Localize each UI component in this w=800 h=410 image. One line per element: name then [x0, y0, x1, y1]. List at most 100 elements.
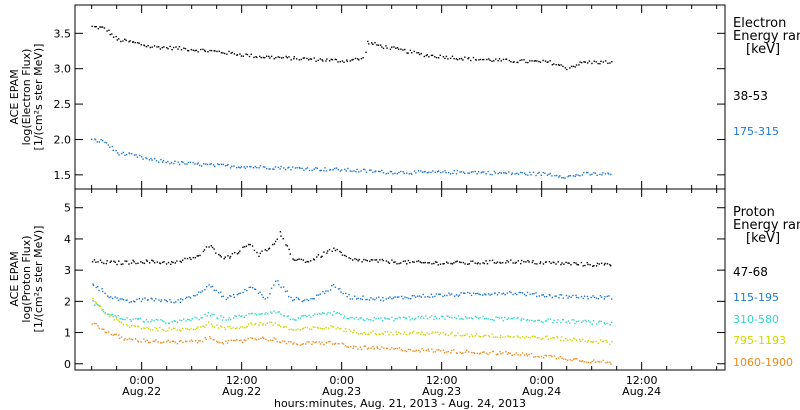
proton-data-point [114, 333, 116, 336]
electron-data-point [130, 153, 133, 155]
proton-data-point [125, 299, 127, 301]
proton-data-point [599, 294, 602, 297]
electron-data-point [561, 177, 563, 179]
proton-data-point [99, 305, 102, 307]
electron-data-point [259, 55, 261, 58]
electron-data-point [118, 38, 120, 40]
proton-data-point [385, 298, 387, 300]
electron-data-point [280, 57, 283, 59]
proton-data-point [475, 333, 478, 335]
proton-data-point [474, 315, 477, 318]
proton-data-point [575, 262, 577, 264]
electron-data-point [444, 57, 446, 60]
proton-data-point [485, 317, 488, 320]
proton-data-point [227, 326, 229, 328]
proton-data-point [459, 318, 461, 320]
proton-data-point [567, 297, 569, 299]
proton-data-point [446, 294, 448, 297]
proton-data-point [468, 335, 471, 338]
electron-data-point [118, 154, 120, 156]
proton-data-point [565, 294, 568, 297]
proton-data-point [319, 327, 322, 329]
proton-data-point [496, 261, 499, 263]
proton-data-point [544, 336, 547, 338]
electron-data-point [409, 49, 412, 52]
proton-series-310-580 [92, 300, 613, 326]
proton-data-point [517, 336, 519, 338]
electron-data-point [568, 175, 570, 177]
electron-data-point [511, 172, 514, 174]
proton-data-point [108, 331, 110, 333]
electron-data-point [390, 171, 393, 173]
electron-data-point [562, 177, 565, 179]
proton-data-point [422, 349, 425, 352]
proton-data-point [507, 352, 510, 354]
proton-data-point [585, 361, 588, 363]
proton-data-point [434, 295, 436, 298]
proton-data-point [467, 291, 469, 294]
proton-data-point [444, 352, 446, 354]
proton-data-point [485, 352, 488, 355]
proton-data-point [351, 259, 354, 261]
proton-data-point [374, 299, 376, 301]
proton-data-point [130, 338, 132, 340]
electron-data-point [187, 161, 190, 164]
electron-data-point [220, 52, 223, 54]
electron-data-point [389, 170, 392, 173]
x-tick-labels: 0:00Aug.2212:00Aug.220:00Aug.2312:00Aug.… [122, 374, 661, 398]
proton-data-point [242, 246, 244, 249]
electron-data-point [178, 163, 181, 166]
proton-data-point [472, 260, 474, 262]
proton-data-point [140, 327, 143, 330]
electron-data-point [595, 61, 597, 63]
proton-data-point [189, 340, 191, 343]
electron-data-point [420, 170, 422, 172]
electron-data-point [548, 173, 550, 175]
proton-data-point [339, 328, 341, 330]
proton-data-point [196, 342, 199, 344]
proton-data-point [273, 337, 275, 339]
proton-data-point [561, 262, 563, 264]
electron-data-point [529, 60, 531, 62]
proton-data-point [432, 351, 435, 353]
proton-data-point [435, 293, 438, 295]
proton-data-point [345, 255, 348, 258]
electron-data-point [351, 59, 353, 61]
proton-data-point [520, 291, 522, 294]
proton-data-point [510, 259, 512, 261]
proton-data-point [110, 314, 112, 316]
proton-data-point [367, 347, 370, 349]
proton-data-point [317, 327, 319, 329]
proton-data-point [560, 294, 563, 296]
proton-data-point [449, 316, 451, 319]
proton-data-point [583, 361, 586, 363]
electron-data-point [115, 149, 117, 152]
proton-data-point [300, 258, 303, 261]
electron-data-point [246, 53, 249, 56]
electron-data-point [365, 171, 368, 173]
proton-data-point [258, 324, 260, 326]
proton-data-point [260, 337, 262, 340]
proton-data-point [533, 335, 535, 337]
proton-data-point [108, 316, 111, 318]
proton-data-point [592, 359, 595, 361]
electron-data-point [505, 58, 508, 60]
proton-data-point [102, 290, 104, 293]
proton-data-point [171, 261, 173, 263]
electron-data-point [364, 168, 366, 171]
proton-data-point [443, 262, 445, 265]
electron-data-point [125, 153, 128, 156]
proton-data-point [325, 326, 327, 329]
proton-data-point [140, 300, 143, 303]
x-tick-time-label: 12:00 [426, 374, 458, 387]
proton-data-point [327, 341, 330, 343]
proton-data-point [341, 342, 343, 344]
proton-data-point [213, 313, 215, 316]
proton-data-point [468, 317, 470, 319]
proton-data-point [455, 317, 458, 320]
proton-data-point [180, 298, 182, 300]
proton-data-point [199, 340, 201, 342]
electron-data-point [222, 163, 225, 166]
proton-data-point [445, 261, 448, 263]
proton-series-1060-1900 [91, 322, 612, 365]
